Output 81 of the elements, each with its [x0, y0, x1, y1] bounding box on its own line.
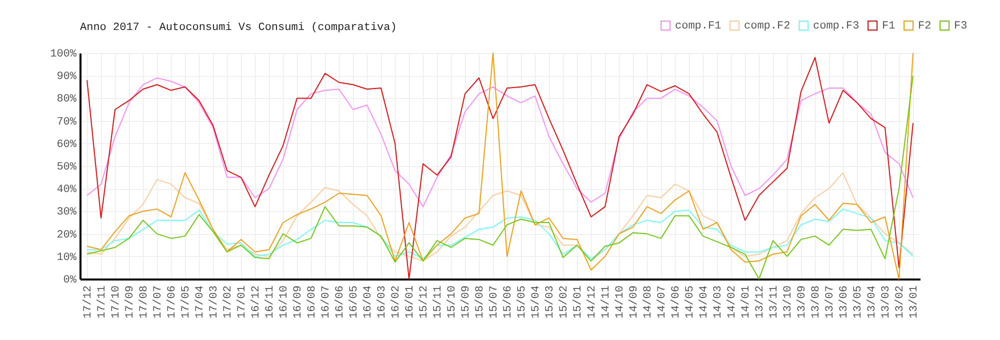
x-tick-label: 17/06	[166, 286, 178, 319]
x-tick-label: 16/07	[320, 286, 332, 319]
y-tick-label: 60%	[56, 138, 77, 151]
x-tick-label: 16/08	[306, 286, 318, 319]
line-series	[86, 208, 914, 260]
x-tick-label: 13/06	[838, 286, 850, 319]
x-tick-label: 15/12	[418, 286, 430, 319]
y-tick-label: 50%	[56, 162, 77, 174]
x-tick-label: 16/03	[376, 286, 388, 319]
legend-label: comp.F3	[813, 20, 860, 33]
x-tick-label: 17/07	[152, 286, 164, 319]
x-tick-label: 17/08	[138, 286, 150, 319]
x-tick-label: 14/05	[684, 286, 696, 319]
x-tick-label: 14/09	[628, 286, 640, 319]
legend-label: F1	[882, 20, 896, 33]
y-tick-label: 0%	[63, 274, 77, 286]
legend-label: F2	[918, 20, 932, 33]
legend-label: comp.F1	[675, 20, 722, 33]
x-tick-label: 17/09	[124, 286, 136, 319]
legend-label: F3	[954, 20, 968, 33]
x-tick-label: 13/08	[810, 286, 822, 319]
x-tick-label: 14/06	[670, 286, 682, 319]
line-series	[86, 77, 914, 208]
x-tick-label: 14/01	[740, 285, 752, 319]
x-tick-label: 16/04	[362, 285, 374, 319]
x-tick-label: 16/01	[404, 285, 416, 319]
y-tick-label: 100%	[50, 48, 77, 60]
y-tick-label: 30%	[56, 206, 77, 219]
x-tick-label: 13/09	[796, 286, 808, 319]
x-tick-label: 16/11	[264, 285, 276, 319]
x-tick-label: 14/11	[600, 285, 612, 319]
x-tick-label: 15/07	[488, 286, 500, 319]
x-tick-label: 13/05	[852, 286, 864, 319]
x-tick-label: 14/08	[642, 286, 654, 319]
x-tick-label: 15/10	[446, 286, 458, 319]
x-tick-label: 16/06	[334, 286, 346, 319]
y-tick-label: 40%	[56, 184, 77, 196]
x-tick-label: 14/04	[698, 285, 710, 319]
x-tick-label: 16/02	[390, 286, 402, 319]
x-tick-label: 13/03	[880, 286, 892, 319]
x-tick-label: 16/09	[292, 286, 304, 319]
x-tick-label: 17/05	[180, 286, 192, 319]
x-tick-label: 13/07	[824, 286, 836, 319]
x-tick-label: 14/07	[656, 286, 668, 319]
x-tick-label: 13/02	[894, 286, 906, 319]
x-tick-label: 13/10	[782, 286, 794, 319]
x-tick-label: 14/03	[712, 286, 724, 319]
x-tick-label: 16/10	[278, 286, 290, 319]
x-tick-label: 13/12	[754, 286, 766, 319]
y-tick-label: 10%	[56, 252, 77, 264]
x-tick-label: 17/02	[222, 286, 234, 319]
x-tick-label: 15/05	[516, 286, 528, 319]
legend-label: comp.F2	[744, 20, 790, 33]
x-tick-label: 15/08	[474, 286, 486, 319]
x-tick-label: 13/01	[908, 285, 920, 319]
x-tick-label: 14/02	[726, 286, 738, 319]
x-tick-label: 16/05	[348, 286, 360, 319]
x-tick-label: 17/11	[96, 285, 108, 319]
line-series	[86, 172, 914, 262]
x-tick-label: 16/12	[250, 286, 262, 319]
x-tick-label: 13/04	[866, 285, 878, 319]
x-tick-label: 17/04	[194, 285, 206, 319]
x-tick-label: 15/02	[558, 286, 570, 319]
y-tick-label: 20%	[56, 229, 77, 242]
x-tick-label: 14/12	[586, 286, 598, 319]
x-tick-label: 17/01	[236, 285, 248, 319]
y-tick-label: 90%	[56, 71, 77, 84]
x-tick-label: 15/03	[544, 286, 556, 319]
x-tick-label: 17/03	[208, 286, 220, 319]
x-tick-label: 15/11	[432, 285, 444, 319]
x-tick-label: 17/12	[82, 286, 94, 319]
x-tick-label: 13/11	[768, 285, 780, 319]
x-tick-label: 17/10	[110, 286, 122, 319]
x-tick-label: 15/04	[530, 285, 542, 319]
x-tick-label: 15/06	[502, 286, 514, 319]
x-tick-label: 14/10	[614, 286, 626, 319]
x-tick-label: 15/09	[460, 286, 472, 319]
chart-title: Anno 2017 - Autoconsumi Vs Consumi (comparativa)	[80, 22, 397, 34]
y-tick-label: 70%	[56, 116, 77, 128]
y-tick-label: 80%	[56, 94, 77, 106]
x-tick-label: 15/01	[572, 285, 584, 319]
